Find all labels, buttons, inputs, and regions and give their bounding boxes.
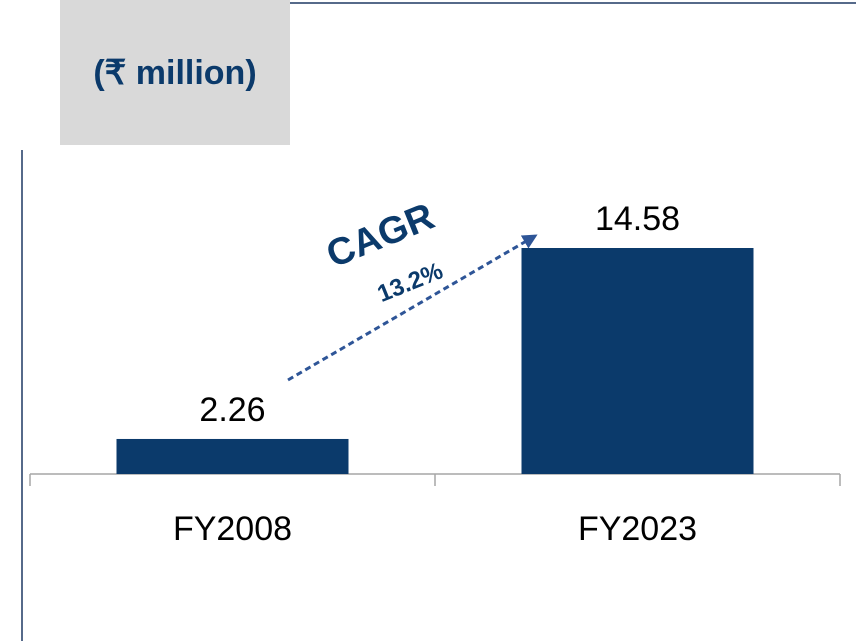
cagr-arrow [287, 234, 538, 382]
unit-box: (₹ million) [60, 0, 290, 145]
x-tick-label: FY2023 [578, 510, 697, 548]
bar [116, 438, 349, 474]
chart-title: (₹ million) [93, 53, 257, 92]
data-label: 14.58 [595, 200, 680, 238]
bar [521, 248, 754, 474]
cagr-value: 13.2% [374, 257, 447, 308]
data-label: 2.26 [199, 391, 265, 429]
x-tick-label: FY2008 [173, 510, 292, 548]
